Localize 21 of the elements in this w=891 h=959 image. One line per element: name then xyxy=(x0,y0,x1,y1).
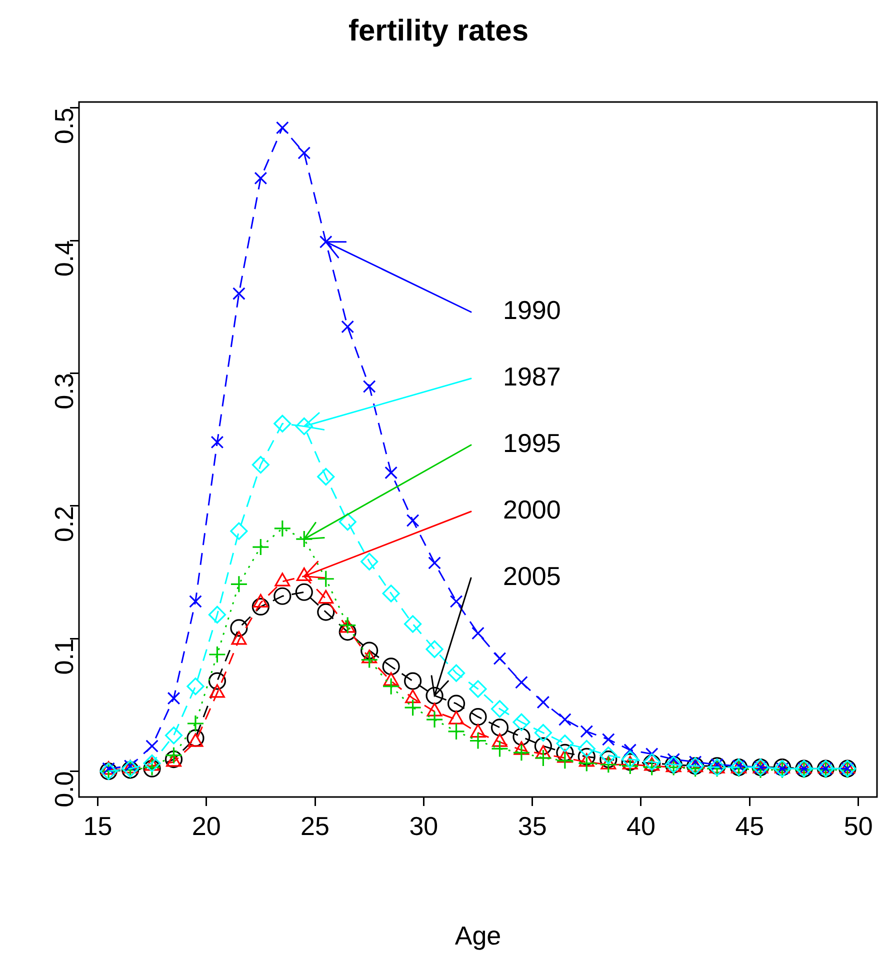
annotation: 1995 xyxy=(503,428,561,458)
annotation: 2005 xyxy=(503,561,561,592)
x-tick-label: 35 xyxy=(518,810,547,841)
x-tick-label: 40 xyxy=(626,810,656,841)
y-tick-label: 0.4 xyxy=(49,240,80,277)
y-tick-label: 0.1 xyxy=(49,638,80,675)
x-tick-label: 25 xyxy=(300,810,330,841)
x-tick-label: 20 xyxy=(192,810,221,841)
annotation: 1990 xyxy=(503,295,561,326)
annotation: 2000 xyxy=(503,494,561,525)
x-axis-title: Age xyxy=(454,920,502,951)
x-tick-label: 45 xyxy=(735,810,764,841)
x-tick-label: 15 xyxy=(83,810,112,841)
chart-title: fertility rates xyxy=(348,14,529,48)
annotation: 1987 xyxy=(503,362,561,392)
x-tick-label: 30 xyxy=(409,810,438,841)
y-tick-label: 0.5 xyxy=(49,108,80,144)
y-tick-label: 0.2 xyxy=(49,506,80,542)
y-tick-label: 0.3 xyxy=(49,373,80,410)
y-tick-label: 0.0 xyxy=(49,771,80,808)
x-tick-label: 50 xyxy=(844,810,873,841)
